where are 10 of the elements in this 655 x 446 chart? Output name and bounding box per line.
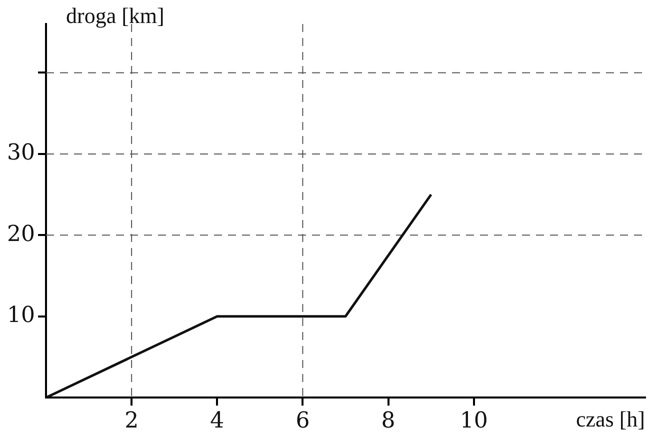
x-tick-label: 8 — [381, 408, 396, 434]
x-axis-title: czas [h] — [576, 406, 645, 432]
x-tick-label: 4 — [210, 408, 224, 434]
y-tick-label: 20 — [6, 222, 35, 247]
x-tick-label: 6 — [296, 408, 310, 434]
y-tick-label: 30 — [6, 140, 35, 166]
x-tick-label: 10 — [460, 408, 488, 434]
y-tick-label: 10 — [6, 303, 35, 328]
y-axis-title: droga [km] — [66, 2, 164, 28]
x-tick-label: 2 — [124, 408, 139, 434]
